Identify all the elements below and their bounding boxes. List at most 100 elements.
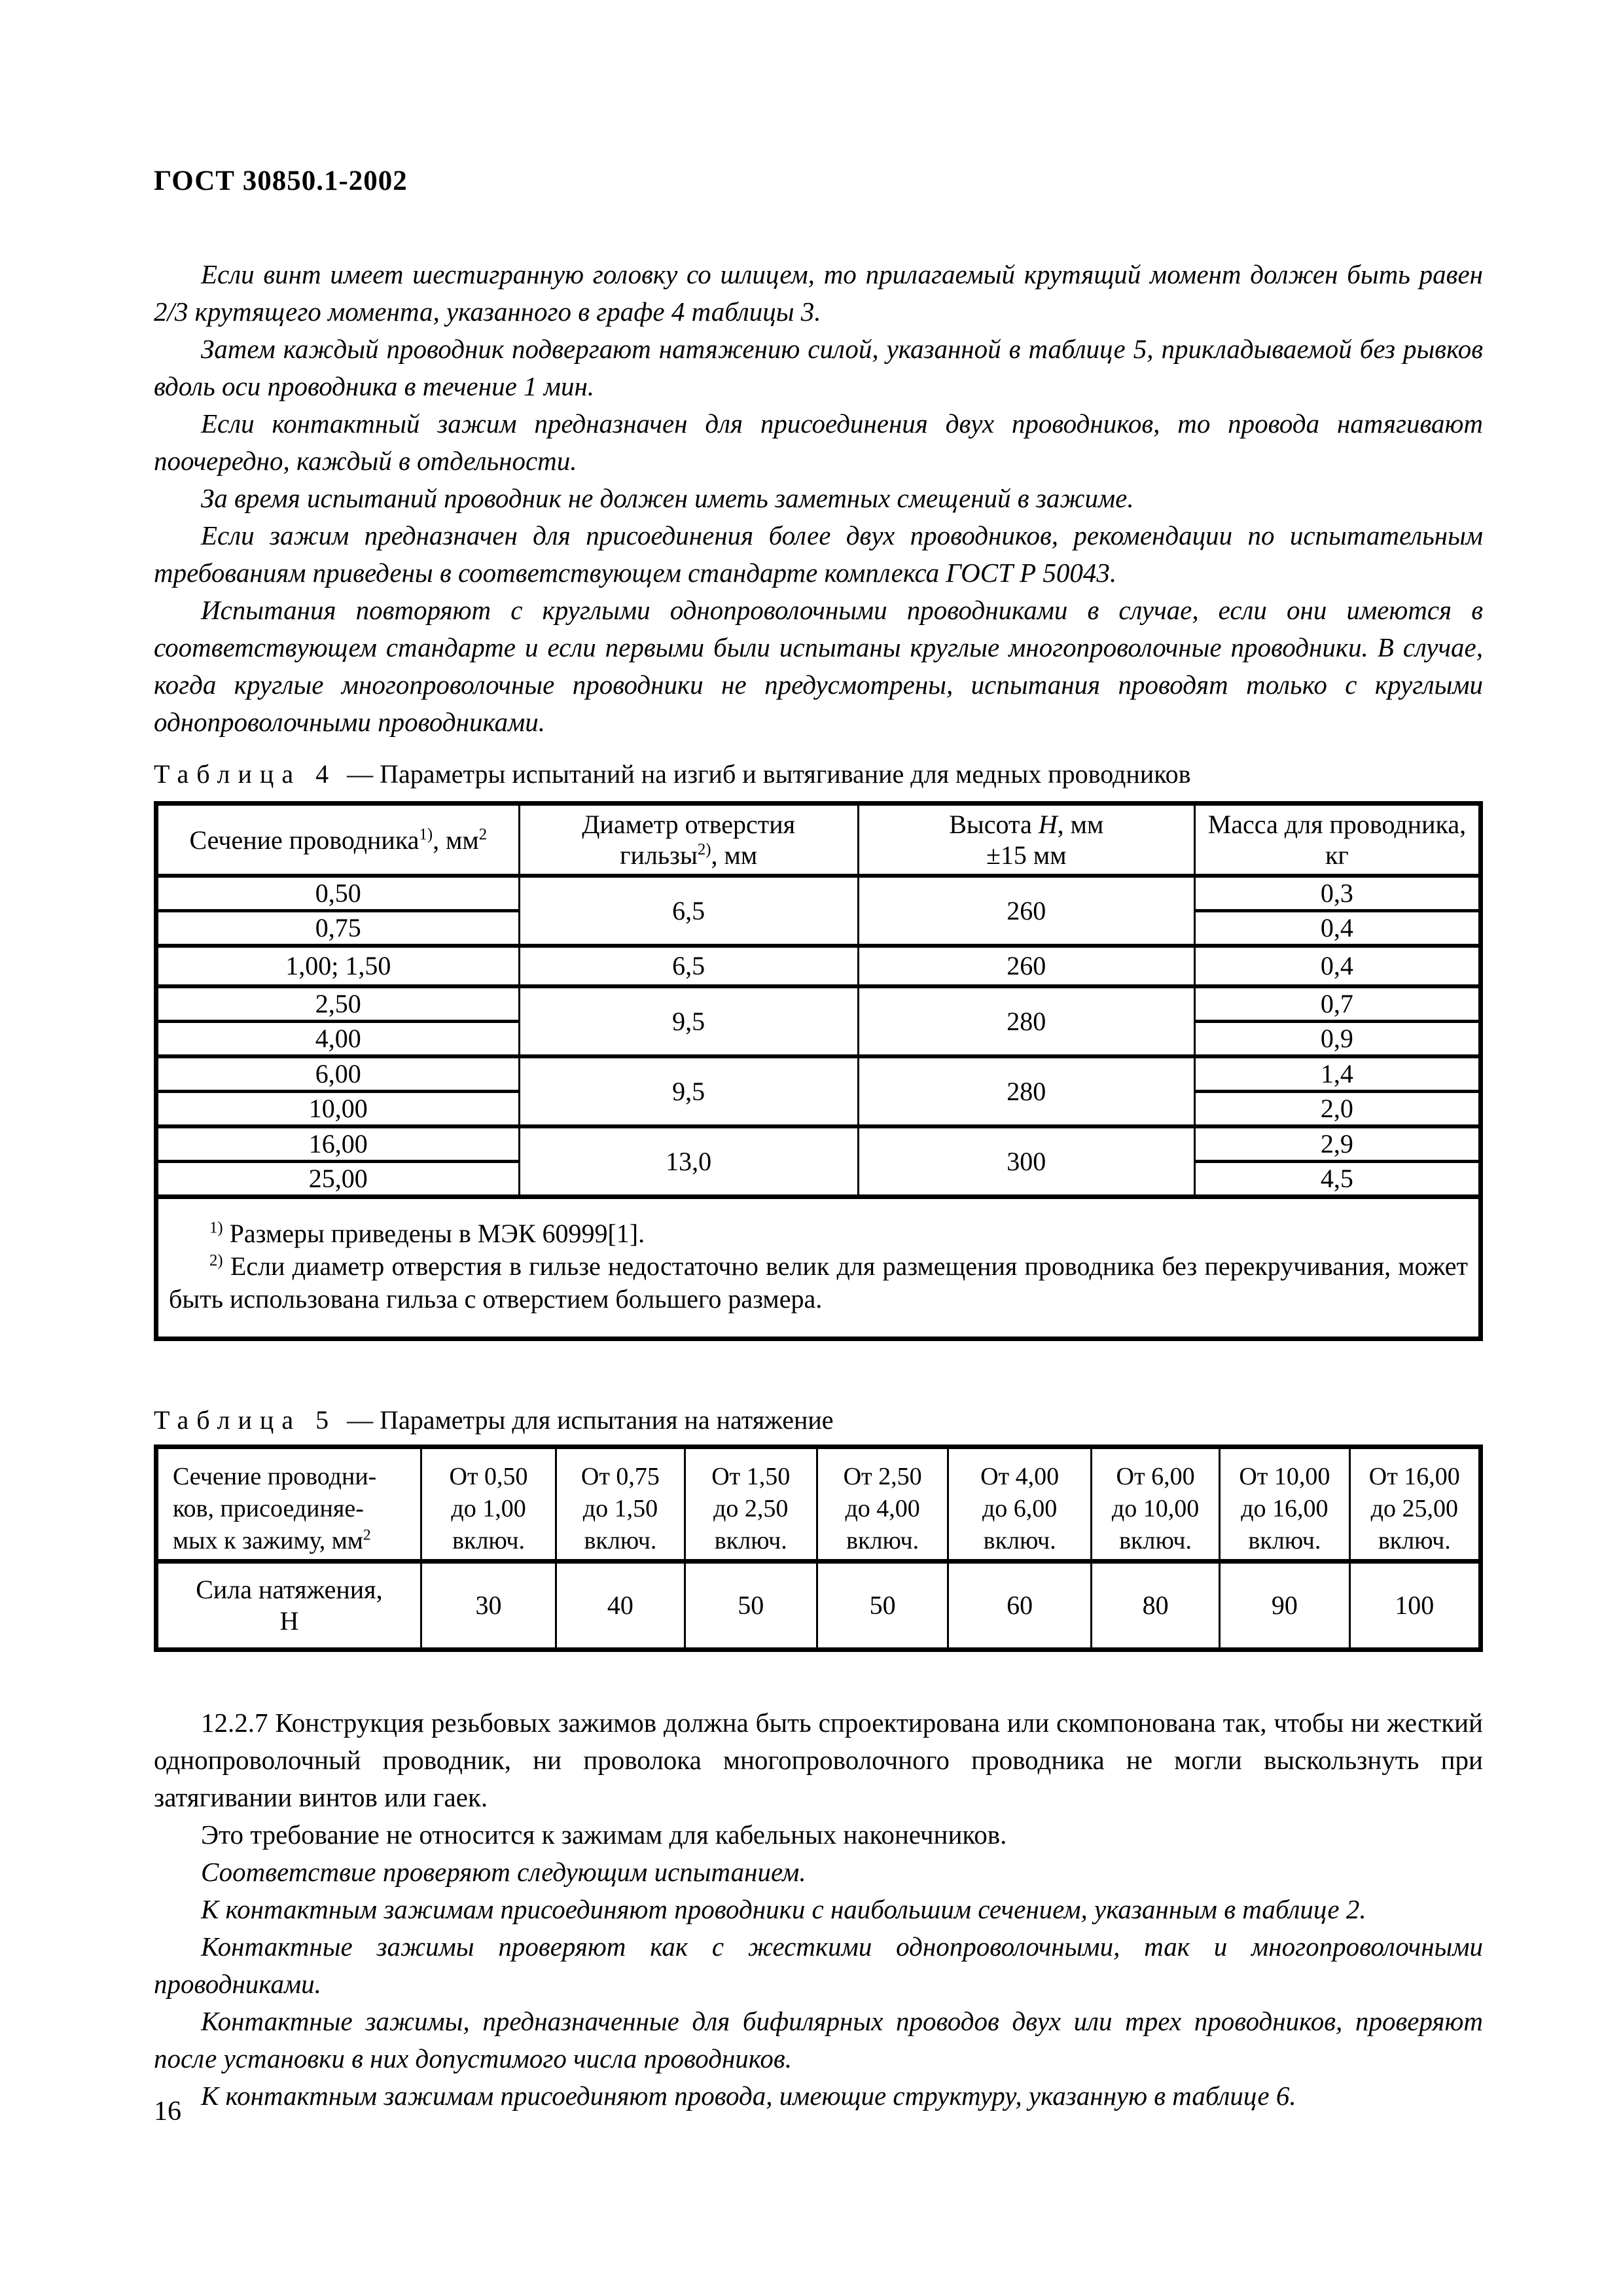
footnote-marker: 2) <box>209 1251 223 1270</box>
section-cell: 0,75 <box>155 909 520 946</box>
variable-h: H <box>1038 810 1058 839</box>
header-text: гильзы2), мм <box>520 840 857 870</box>
mass-cell: 0,3 <box>1193 876 1482 911</box>
header-text: кг <box>1325 840 1349 870</box>
table5-data-row: Сила натяжения, Н 30 40 50 50 60 80 90 1… <box>155 1561 1482 1650</box>
header-text: мых к зажиму, мм <box>173 1527 363 1554</box>
table4-footnotes-row: 1) Размеры приведены в МЭК 60999[1]. 2) … <box>155 1194 1482 1339</box>
force-value-cell: 80 <box>1090 1561 1221 1650</box>
table5-row-header: Сечение проводни-ков, присоединяе-мых к … <box>155 1446 422 1564</box>
section-cell: 0,50 <box>155 876 520 911</box>
superscript: 2 <box>478 825 488 844</box>
paragraph: Если винт имеет шестигранную головку со … <box>154 259 1483 327</box>
force-value-cell: 40 <box>555 1561 686 1650</box>
section-cell: 25,00 <box>155 1160 520 1197</box>
range-header: От 4,00 до 6,00 включ. <box>947 1446 1092 1564</box>
header-text: гильзы <box>620 840 698 870</box>
table4: Сечение проводника1), мм2 Диаметр отверс… <box>154 801 1483 1341</box>
range-header: От 0,50 до 1,00 включ. <box>419 1446 558 1564</box>
force-value-cell: 30 <box>419 1561 558 1650</box>
footnote-text: Если диаметр отверстия в гильзе недостат… <box>169 1251 1468 1314</box>
table4-header-diameter: Диаметр отверстия гильзы2), мм <box>518 803 859 878</box>
height-cell: 300 <box>857 1124 1196 1197</box>
bottom-text-block: 12.2.7 Конструкция резьбовых зажимов дол… <box>154 1704 1483 2115</box>
table-row: 0,75 0,4 <box>155 909 1482 946</box>
paragraph: Испытания повторяют с круглыми однопрово… <box>154 595 1483 737</box>
section-cell: 4,00 <box>155 1020 520 1056</box>
paragraph: Это требование не относится к зажимам дл… <box>201 1820 1007 1850</box>
paragraph: За время испытаний проводник не должен и… <box>201 483 1134 513</box>
diameter-cell: 6,5 <box>518 944 859 986</box>
table-row: 6,00 9,5 280 1,4 <box>155 1054 1482 1126</box>
force-value-cell: 50 <box>683 1561 818 1650</box>
header-text: Сечение проводника <box>189 825 419 855</box>
mass-cell: 2,9 <box>1193 1124 1482 1162</box>
doc-number: ГОСТ 30850.1-2002 <box>154 166 408 196</box>
table4-header-row: Сечение проводника1), мм2 Диаметр отверс… <box>155 803 1482 878</box>
range-header: От 2,50 до 4,00 включ. <box>815 1446 950 1564</box>
table5-caption-text: — Параметры для испытания на натяжение <box>347 1405 834 1435</box>
table4-header-section: Сечение проводника1), мм2 <box>155 803 520 878</box>
header-text: Сечение проводни- <box>173 1463 377 1490</box>
paragraph: 12.2.7 Конструкция резьбовых зажимов дол… <box>154 1708 1483 1812</box>
header-text: , мм <box>1057 810 1104 839</box>
mass-cell: 4,5 <box>1193 1160 1482 1197</box>
paragraph: Соответствие проверяют следующим испытан… <box>201 1857 806 1887</box>
table5-caption-label: Таблица 5 <box>154 1405 337 1435</box>
height-cell: 260 <box>857 876 1196 946</box>
header-text: Высота H, мм <box>859 809 1194 840</box>
footnote-ref: 1) <box>419 825 433 844</box>
paragraph: Если зажим предназначен для присоединени… <box>154 520 1483 588</box>
top-text-block: Если винт имеет шестигранную головку со … <box>154 256 1483 741</box>
diameter-cell: 13,0 <box>518 1124 859 1197</box>
section-cell: 16,00 <box>155 1124 520 1162</box>
diameter-cell: 9,5 <box>518 984 859 1056</box>
mass-cell: 0,4 <box>1193 909 1482 946</box>
header-text: ков, присоединяе- <box>173 1495 364 1522</box>
footnote-ref: 2) <box>697 840 711 859</box>
table-row: 0,50 6,5 260 0,3 <box>155 876 1482 946</box>
force-value-cell: 90 <box>1219 1561 1351 1650</box>
paragraph: Контактные зажимы, предназначенные для б… <box>154 2006 1483 2073</box>
table5-caption: Таблица 5 — Параметры для испытания на н… <box>154 1404 1483 1437</box>
section-cell: 2,50 <box>155 984 520 1022</box>
page-number: 16 <box>154 2096 181 2126</box>
range-header: От 6,00 до 10,00 включ. <box>1090 1446 1221 1564</box>
paragraph: Если контактный зажим предназначен для п… <box>154 408 1483 476</box>
diameter-cell: 9,5 <box>518 1054 859 1126</box>
table4-header-mass: Масса для проводника, кг <box>1193 803 1482 878</box>
range-header: От 0,75 до 1,50 включ. <box>555 1446 686 1564</box>
height-cell: 280 <box>857 1054 1196 1126</box>
mass-cell: 1,4 <box>1193 1054 1482 1092</box>
table4-header-height: Высота H, мм ±15 мм <box>857 803 1196 878</box>
mass-cell: 0,4 <box>1193 944 1482 986</box>
footnote: 2) Если диаметр отверстия в гильзе недос… <box>169 1250 1468 1316</box>
page-content: ГОСТ 30850.1-2002 Если винт имеет шестиг… <box>154 0 1483 2115</box>
table4-caption: Таблица 4 — Параметры испытаний на изгиб… <box>154 758 1483 791</box>
footnote-marker: 1) <box>209 1219 223 1237</box>
mass-cell: 0,7 <box>1193 984 1482 1022</box>
table-row: 4,00 0,9 <box>155 1020 1482 1056</box>
mass-cell: 2,0 <box>1193 1090 1482 1126</box>
mass-cell: 0,9 <box>1193 1020 1482 1056</box>
table5: Сечение проводни-ков, присоединяе-мых к … <box>154 1444 1483 1652</box>
header-text: Масса для проводника, <box>1207 810 1467 839</box>
table-row: 2,50 9,5 280 0,7 <box>155 984 1482 1056</box>
force-label-cell: Сила натяжения, Н <box>155 1561 422 1650</box>
range-header: От 1,50 до 2,50 включ. <box>683 1446 818 1564</box>
force-value-cell: 100 <box>1348 1561 1482 1650</box>
header-text: ±15 мм <box>986 840 1067 870</box>
table-row: 10,00 2,0 <box>155 1090 1482 1126</box>
table-row: 16,00 13,0 300 2,9 <box>155 1124 1482 1197</box>
section-cell: 6,00 <box>155 1054 520 1092</box>
height-cell: 260 <box>857 944 1196 986</box>
footnote-text: Размеры приведены в МЭК 60999[1]. <box>229 1219 645 1248</box>
paragraph: К контактным зажимам присоединяют провод… <box>201 2081 1296 2111</box>
table-row: 1,00; 1,50 6,5 260 0,4 <box>155 944 1482 986</box>
table5-header-row: Сечение проводни-ков, присоединяе-мых к … <box>155 1446 1482 1564</box>
footnote: 1) Размеры приведены в МЭК 60999[1]. <box>169 1217 1468 1250</box>
table4-footnotes-cell: 1) Размеры приведены в МЭК 60999[1]. 2) … <box>155 1194 1482 1339</box>
header-text: Диаметр отверстия <box>582 810 796 839</box>
header-text: , мм <box>711 840 758 870</box>
